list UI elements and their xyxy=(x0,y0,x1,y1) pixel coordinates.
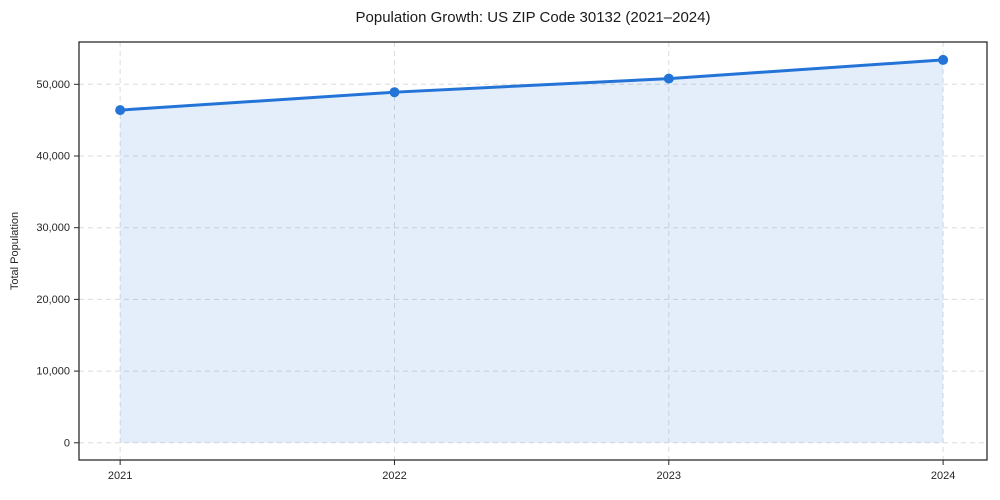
x-tick-label: 2023 xyxy=(657,470,681,482)
x-tick-label: 2024 xyxy=(931,470,955,482)
y-tick-label: 0 xyxy=(64,437,70,449)
data-point-2023 xyxy=(663,73,674,84)
grid-layer xyxy=(79,42,987,460)
x-tick-label: 2021 xyxy=(108,470,132,482)
y-tick-label: 40,000 xyxy=(36,151,70,163)
plot-border xyxy=(78,41,988,461)
data-point-2022 xyxy=(389,87,400,98)
area-fill xyxy=(120,59,944,443)
y-tick-label: 10,000 xyxy=(36,366,70,378)
data-layer xyxy=(115,54,949,443)
chart-title: Population Growth: US ZIP Code 30132 (20… xyxy=(356,9,711,26)
y-tick-label: 30,000 xyxy=(36,222,70,234)
y-tick-label: 20,000 xyxy=(36,294,70,306)
x-tick-label: 2022 xyxy=(382,470,406,482)
data-line xyxy=(118,58,945,112)
y-tick-label: 50,000 xyxy=(36,79,70,91)
data-point-2024 xyxy=(938,54,949,65)
data-point-2021 xyxy=(115,105,126,116)
y-axis-label: Total Population xyxy=(9,212,21,290)
axes-layer: 0 10,000 20,000 30,000 40,000 50,000 2021 2022 2… xyxy=(36,41,988,482)
